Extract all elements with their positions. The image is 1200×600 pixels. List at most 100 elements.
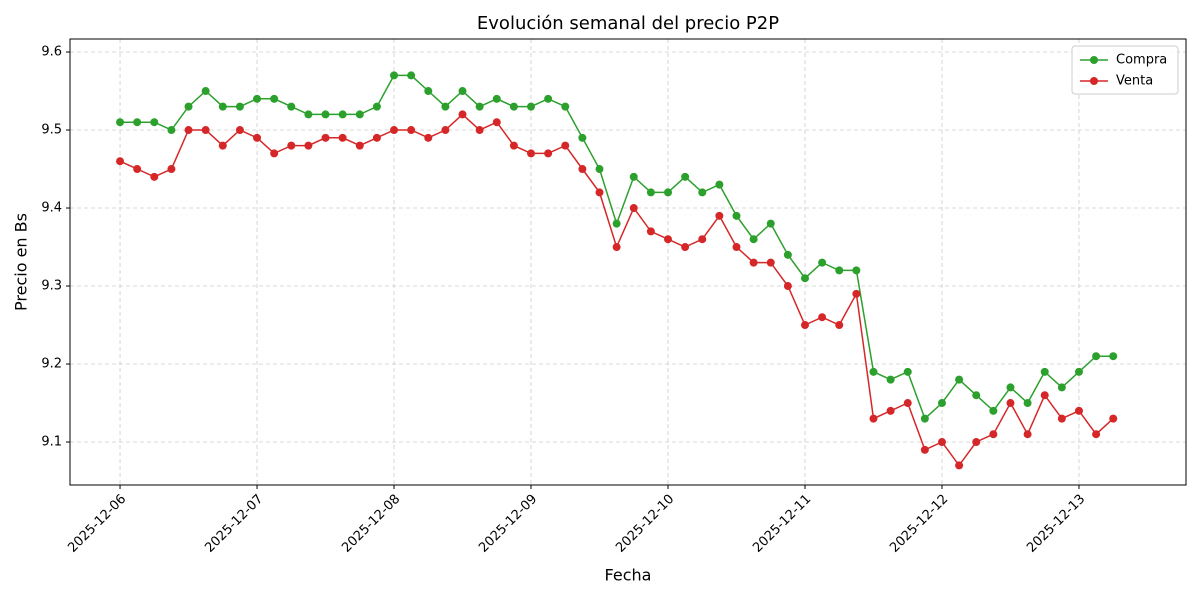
- marker: [732, 243, 741, 252]
- marker: [1023, 430, 1032, 439]
- marker: [235, 102, 244, 111]
- marker: [818, 313, 827, 322]
- marker: [372, 102, 381, 111]
- marker: [972, 438, 981, 447]
- x-axis-label: Fecha: [605, 566, 652, 585]
- marker: [937, 399, 946, 408]
- marker: [1040, 367, 1049, 376]
- marker: [167, 165, 176, 174]
- marker: [664, 188, 673, 197]
- marker: [475, 126, 484, 135]
- marker: [321, 133, 330, 142]
- marker: [920, 414, 929, 423]
- marker: [218, 102, 227, 111]
- y-tick-label: 9.3: [41, 279, 62, 294]
- marker: [424, 133, 433, 142]
- marker: [869, 367, 878, 376]
- marker: [321, 110, 330, 119]
- marker: [903, 367, 912, 376]
- marker: [800, 274, 809, 283]
- marker: [1109, 352, 1118, 361]
- marker: [407, 126, 416, 135]
- y-tick-label: 9.2: [41, 357, 62, 372]
- x-tick-label: 2025-12-07: [202, 492, 266, 556]
- marker: [578, 165, 587, 174]
- marker: [869, 414, 878, 423]
- x-tick-label: 2025-12-13: [1024, 492, 1088, 556]
- marker: [629, 204, 638, 213]
- marker: [304, 110, 313, 119]
- marker: [133, 118, 142, 127]
- marker: [629, 172, 638, 181]
- marker: [287, 102, 296, 111]
- x-tick-label: 2025-12-11: [750, 492, 814, 556]
- marker: [698, 235, 707, 244]
- marker: [749, 258, 758, 267]
- marker: [578, 133, 587, 142]
- marker: [595, 165, 604, 174]
- legend-marker: [1090, 77, 1098, 85]
- marker: [835, 266, 844, 275]
- marker: [681, 172, 690, 181]
- marker: [715, 180, 724, 189]
- marker: [920, 445, 929, 454]
- marker: [1074, 406, 1083, 415]
- marker: [458, 110, 467, 119]
- marker: [441, 126, 450, 135]
- marker: [955, 461, 964, 470]
- marker: [561, 141, 570, 150]
- y-tick-label: 9.6: [41, 45, 62, 60]
- marker: [492, 118, 501, 127]
- marker: [133, 165, 142, 174]
- marker: [783, 250, 792, 259]
- y-tick-label: 9.4: [41, 201, 62, 216]
- line: [119, 113, 1114, 467]
- marker: [492, 94, 501, 103]
- marker: [184, 102, 193, 111]
- marker: [235, 126, 244, 135]
- series: [116, 110, 1118, 470]
- marker: [1006, 399, 1015, 408]
- marker: [338, 110, 347, 119]
- marker: [681, 243, 690, 252]
- marker: [184, 126, 193, 135]
- marker: [458, 87, 467, 96]
- marker: [390, 71, 399, 80]
- legend: Compra Venta: [1071, 45, 1179, 95]
- marker: [1023, 399, 1032, 408]
- marker: [338, 133, 347, 142]
- y-tick-label: 9.5: [41, 123, 62, 138]
- marker: [698, 188, 707, 197]
- legend-box: [1071, 45, 1179, 95]
- marker: [355, 141, 364, 150]
- marker: [201, 87, 210, 96]
- marker: [1109, 414, 1118, 423]
- marker: [749, 235, 758, 244]
- marker: [1092, 430, 1101, 439]
- x-tick-label: 2025-12-08: [339, 492, 403, 556]
- marker: [355, 110, 364, 119]
- x-tick-label: 2025-12-06: [65, 492, 129, 556]
- series: [116, 71, 1118, 423]
- marker: [1057, 414, 1066, 423]
- marker: [544, 94, 553, 103]
- plot-frame: [69, 38, 1187, 486]
- marker: [1092, 352, 1101, 361]
- marker: [253, 94, 262, 103]
- marker: [1074, 367, 1083, 376]
- marker: [167, 126, 176, 135]
- marker: [715, 211, 724, 220]
- marker: [972, 391, 981, 400]
- marker: [646, 188, 655, 197]
- marker: [612, 243, 621, 252]
- marker: [150, 172, 159, 181]
- marker: [304, 141, 313, 150]
- marker: [270, 94, 279, 103]
- marker: [937, 438, 946, 447]
- marker: [818, 258, 827, 267]
- marker: [955, 375, 964, 384]
- marker: [835, 321, 844, 330]
- marker: [664, 235, 673, 244]
